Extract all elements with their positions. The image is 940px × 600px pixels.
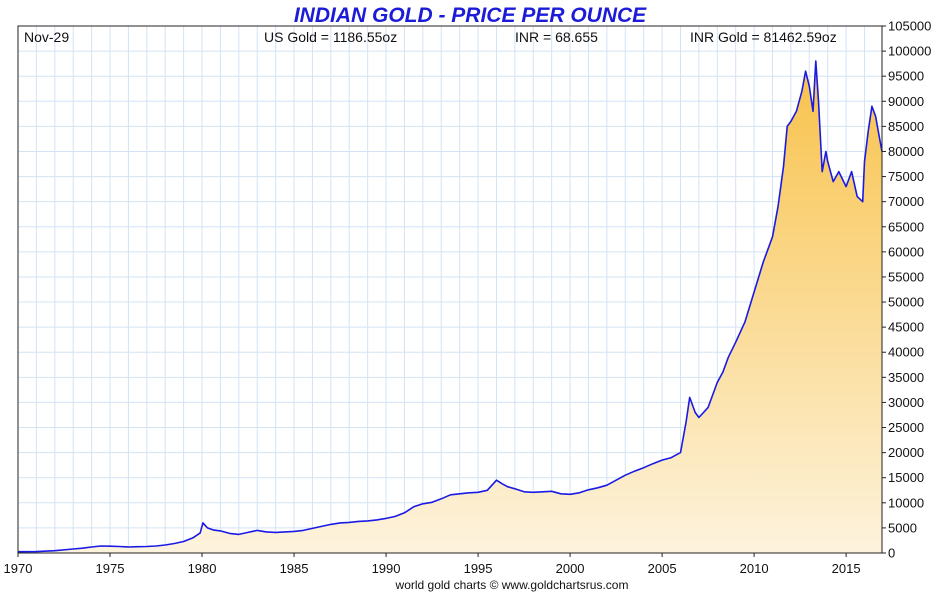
y-tick-label: 30000	[888, 395, 924, 410]
y-tick-label: 65000	[888, 219, 924, 234]
y-tick-label: 90000	[888, 94, 924, 109]
header-inr-rate: INR = 68.655	[515, 29, 598, 45]
y-tick-label: 95000	[888, 69, 924, 84]
y-tick-label: 75000	[888, 169, 924, 184]
x-tick-label: 2000	[556, 561, 585, 576]
x-tick-label: 2015	[832, 561, 861, 576]
y-tick-label: 70000	[888, 194, 924, 209]
x-tick-label: 1985	[280, 561, 309, 576]
x-tick-label: 1995	[464, 561, 493, 576]
header-us-gold: US Gold = 1186.55oz	[264, 29, 397, 45]
credit-text: world gold charts © www.goldchartsrus.co…	[395, 578, 629, 592]
header-date: Nov-29	[24, 29, 69, 45]
x-axis: 1970 1975 1980 1985 1990 1995 2000 2005 2010 2015	[4, 553, 861, 576]
y-tick-label: 35000	[888, 370, 924, 385]
y-tick-label: 0	[888, 546, 895, 561]
y-tick-label: 60000	[888, 244, 924, 259]
y-tick-label: 40000	[888, 345, 924, 360]
x-tick-label: 2005	[648, 561, 677, 576]
y-tick-label: 5000	[888, 520, 917, 535]
y-tick-label: 15000	[888, 470, 924, 485]
y-tick-label: 85000	[888, 119, 924, 134]
y-tick-label: 80000	[888, 144, 924, 159]
y-axis: 0 5000 10000 15000 20000 25000 30000 35000 40000…	[882, 19, 931, 561]
x-tick-label: 1970	[4, 561, 33, 576]
plot-border	[17, 25, 883, 554]
price-line	[17, 60, 883, 553]
y-tick-label: 45000	[888, 320, 924, 335]
y-tick-label: 50000	[888, 295, 924, 310]
x-tick-label: 2010	[740, 561, 769, 576]
y-tick-label: 100000	[888, 44, 931, 59]
y-tick-label: 10000	[888, 495, 924, 510]
x-tick-label: 1975	[96, 561, 125, 576]
header-row: Nov-29 US Gold = 1186.55oz INR = 68.655 …	[24, 29, 837, 45]
chart-title: INDIAN GOLD - PRICE PER OUNCE	[294, 4, 647, 27]
y-tick-label: 25000	[888, 420, 924, 435]
x-tick-label: 1980	[188, 561, 217, 576]
x-tick-label: 1990	[372, 561, 401, 576]
y-tick-label: 20000	[888, 445, 924, 460]
price-area-fill	[18, 61, 882, 553]
y-tick-label: 55000	[888, 269, 924, 284]
area-layer	[17, 60, 883, 553]
header-inr-gold: INR Gold = 81462.59oz	[690, 29, 837, 45]
y-tick-label: 105000	[888, 19, 931, 34]
